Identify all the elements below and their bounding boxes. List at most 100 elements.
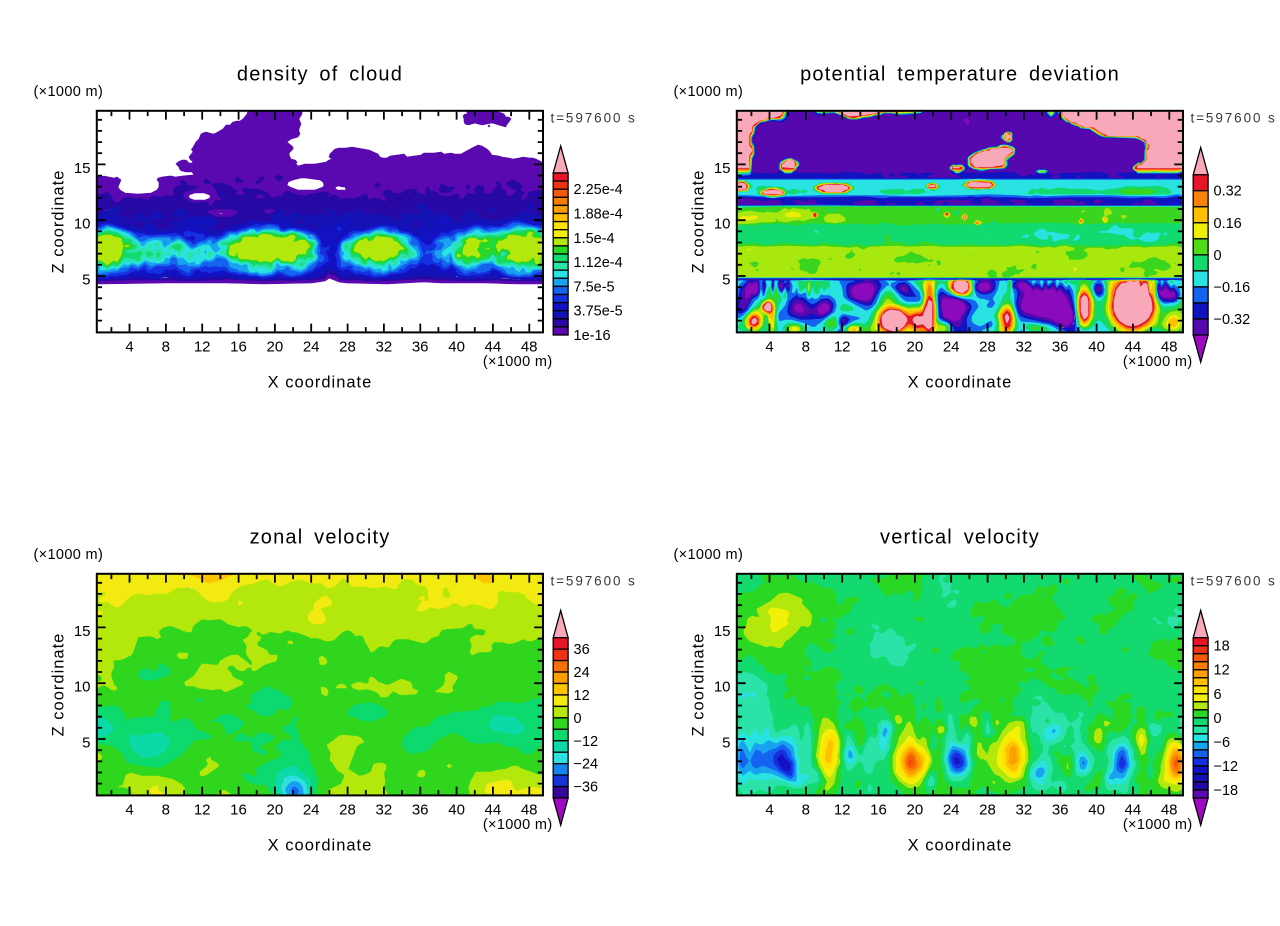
svg-text:15: 15 <box>714 623 731 640</box>
svg-text:(×1000 m): (×1000 m) <box>674 547 744 563</box>
svg-text:(×1000 m): (×1000 m) <box>483 354 553 370</box>
svg-text:(×1000 m): (×1000 m) <box>674 84 744 100</box>
svg-text:zonal velocity: zonal velocity <box>250 526 391 548</box>
svg-text:10: 10 <box>74 679 91 696</box>
svg-text:40: 40 <box>1088 802 1105 819</box>
svg-text:−0.16: −0.16 <box>1214 280 1251 296</box>
svg-text:2.25e-4: 2.25e-4 <box>574 182 623 198</box>
svg-text:48: 48 <box>1161 802 1178 819</box>
svg-text:1e-16: 1e-16 <box>574 328 611 344</box>
svg-text:10: 10 <box>714 216 731 233</box>
svg-text:vertical velocity: vertical velocity <box>880 526 1040 548</box>
svg-text:density of cloud: density of cloud <box>237 63 403 85</box>
svg-text:16: 16 <box>230 802 247 819</box>
svg-text:24: 24 <box>943 802 960 819</box>
svg-text:Z coordinate: Z coordinate <box>690 633 708 737</box>
svg-text:5: 5 <box>82 271 90 288</box>
svg-text:44: 44 <box>485 802 502 819</box>
svg-text:28: 28 <box>979 802 996 819</box>
svg-text:15: 15 <box>74 160 91 177</box>
svg-text:−12: −12 <box>574 734 599 750</box>
svg-text:t=597600 s: t=597600 s <box>551 573 637 588</box>
svg-text:48: 48 <box>521 802 538 819</box>
svg-text:32: 32 <box>1016 339 1033 356</box>
svg-text:12: 12 <box>1214 663 1230 679</box>
svg-text:20: 20 <box>907 339 924 356</box>
svg-text:44: 44 <box>1125 802 1142 819</box>
svg-text:10: 10 <box>74 216 91 233</box>
svg-text:1.5e-4: 1.5e-4 <box>574 231 615 247</box>
svg-text:0: 0 <box>574 711 582 727</box>
svg-text:36: 36 <box>1052 802 1069 819</box>
svg-text:Z coordinate: Z coordinate <box>50 633 68 737</box>
svg-text:32: 32 <box>376 339 393 356</box>
svg-text:16: 16 <box>870 339 887 356</box>
svg-text:40: 40 <box>448 802 465 819</box>
svg-text:48: 48 <box>521 339 538 356</box>
svg-text:X coordinate: X coordinate <box>268 837 373 855</box>
svg-text:potential temperature deviatio: potential temperature deviation <box>800 63 1120 85</box>
svg-text:t=597600 s: t=597600 s <box>1191 110 1277 125</box>
svg-text:(×1000 m): (×1000 m) <box>1123 817 1193 833</box>
svg-text:8: 8 <box>162 802 170 819</box>
svg-text:28: 28 <box>339 339 356 356</box>
svg-text:36: 36 <box>412 339 429 356</box>
svg-text:(×1000 m): (×1000 m) <box>483 817 553 833</box>
svg-text:−36: −36 <box>574 780 599 796</box>
svg-text:40: 40 <box>1088 339 1105 356</box>
svg-text:(×1000 m): (×1000 m) <box>34 547 104 563</box>
svg-text:0.16: 0.16 <box>1214 216 1242 232</box>
svg-text:1.12e-4: 1.12e-4 <box>574 255 623 271</box>
svg-text:0.32: 0.32 <box>1214 184 1242 200</box>
svg-text:32: 32 <box>1016 802 1033 819</box>
svg-text:1.88e-4: 1.88e-4 <box>574 207 623 223</box>
svg-text:Z coordinate: Z coordinate <box>690 170 708 274</box>
svg-text:(×1000 m): (×1000 m) <box>1123 354 1193 370</box>
svg-text:36: 36 <box>1052 339 1069 356</box>
svg-text:5: 5 <box>722 271 730 288</box>
svg-text:16: 16 <box>870 802 887 819</box>
svg-text:12: 12 <box>194 339 211 356</box>
svg-text:12: 12 <box>194 802 211 819</box>
svg-text:15: 15 <box>714 160 731 177</box>
svg-text:0: 0 <box>1214 248 1222 264</box>
svg-text:8: 8 <box>802 802 810 819</box>
svg-text:20: 20 <box>267 802 284 819</box>
svg-text:24: 24 <box>303 339 320 356</box>
svg-text:28: 28 <box>979 339 996 356</box>
svg-text:15: 15 <box>74 623 91 640</box>
svg-text:32: 32 <box>376 802 393 819</box>
svg-text:4: 4 <box>765 339 773 356</box>
svg-text:44: 44 <box>1125 339 1142 356</box>
svg-text:20: 20 <box>907 802 924 819</box>
svg-text:24: 24 <box>943 339 960 356</box>
svg-text:24: 24 <box>574 665 590 681</box>
svg-text:5: 5 <box>82 734 90 751</box>
svg-text:12: 12 <box>574 688 590 704</box>
svg-text:3.75e-5: 3.75e-5 <box>574 304 623 320</box>
svg-text:36: 36 <box>412 802 429 819</box>
svg-text:28: 28 <box>339 802 356 819</box>
svg-text:X coordinate: X coordinate <box>268 374 373 392</box>
svg-text:48: 48 <box>1161 339 1178 356</box>
svg-text:10: 10 <box>714 679 731 696</box>
svg-text:4: 4 <box>125 802 133 819</box>
svg-text:−0.32: −0.32 <box>1214 312 1251 328</box>
svg-text:18: 18 <box>1214 639 1230 655</box>
svg-text:20: 20 <box>267 339 284 356</box>
svg-text:t=597600 s: t=597600 s <box>1191 573 1277 588</box>
svg-text:4: 4 <box>765 802 773 819</box>
svg-text:16: 16 <box>230 339 247 356</box>
svg-text:5: 5 <box>722 734 730 751</box>
svg-text:44: 44 <box>485 339 502 356</box>
svg-text:12: 12 <box>834 802 851 819</box>
svg-text:−24: −24 <box>574 757 599 773</box>
svg-text:4: 4 <box>125 339 133 356</box>
svg-text:8: 8 <box>802 339 810 356</box>
svg-text:−18: −18 <box>1214 783 1239 799</box>
svg-text:t=597600 s: t=597600 s <box>551 110 637 125</box>
svg-text:8: 8 <box>162 339 170 356</box>
svg-text:7.5e-5: 7.5e-5 <box>574 279 615 295</box>
svg-text:Z coordinate: Z coordinate <box>50 170 68 274</box>
svg-text:40: 40 <box>448 339 465 356</box>
